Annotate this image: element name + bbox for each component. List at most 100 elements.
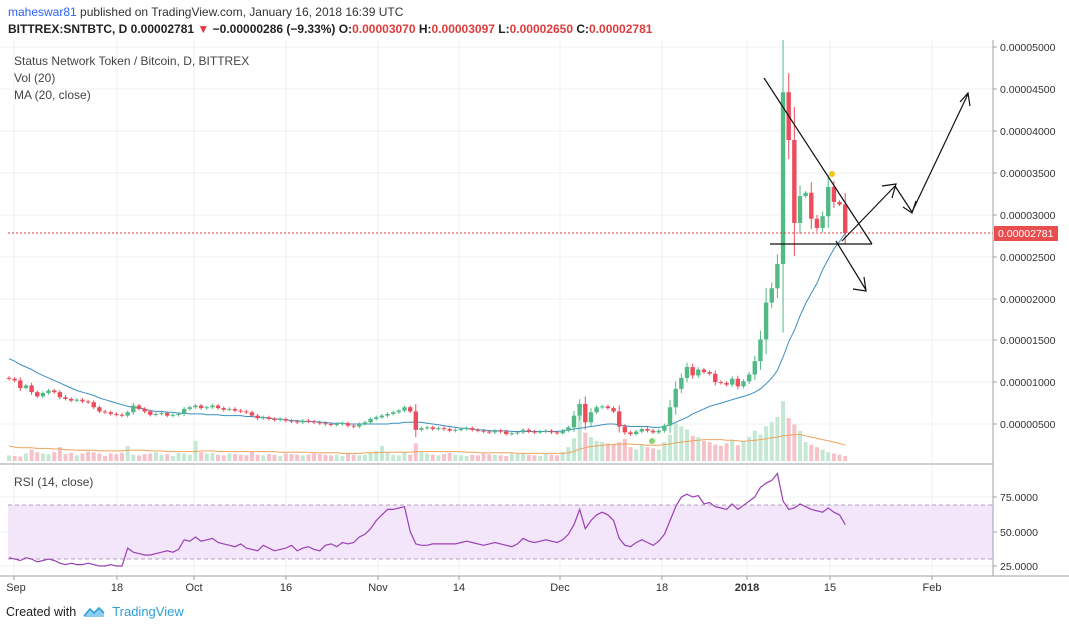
volume-bar [747,437,752,461]
volume-bar [803,442,808,461]
projection-up-path[interactable] [841,185,896,242]
volume-bar [210,452,215,461]
candle [272,417,277,422]
candle [12,377,17,383]
chart-title: Status Network Token / Bitcoin, D, BITTR… [14,54,249,68]
candle [402,405,407,413]
candle [102,409,108,414]
volume-bar [718,445,723,461]
candle [639,427,644,434]
volume-bar [23,453,28,461]
projection-arrow-1[interactable] [881,183,897,199]
candle [662,423,667,433]
footer: Created with TradingView [6,604,184,619]
projection-arrow-2[interactable] [902,200,917,214]
volume-bar [555,455,560,461]
price-tick-label: 0.00004000 [1000,126,1056,138]
volume-bar [764,426,769,461]
candle [571,410,577,433]
candle [684,362,690,383]
volume-bar [639,445,644,461]
volume-bar [617,442,622,461]
volume-bar [487,454,492,461]
time-axis[interactable]: Sep 18 Oct 16 Nov 14 Dec 18 2018 15 Feb [6,576,941,594]
candle [396,408,402,414]
candle [424,425,430,430]
candles [6,40,848,438]
candle [374,415,379,421]
candle [809,182,814,230]
projection-arrow-4[interactable] [852,276,867,292]
volume-bar [221,455,226,461]
time-tick-label: 14 [453,582,465,594]
price-axis[interactable]: 0.00000500 0.00001000 0.00001500 0.00002000… [993,42,1056,431]
volume-bar [125,445,130,461]
ohlc-high: H:0.00003097 [419,22,495,36]
volume-bar [187,454,192,461]
volume-bar [244,455,249,461]
volume-bar [430,454,435,461]
candle [504,429,509,436]
candle [136,403,142,411]
volume-bar [199,452,204,461]
candle [673,381,678,415]
candle [492,429,498,435]
drawings[interactable] [763,77,971,292]
ohlc-open: O:0.00003070 [339,22,416,36]
volume-bar [374,450,379,461]
triangle-upper-line[interactable] [763,77,873,245]
candle [80,398,85,404]
ma-legend: MA (20, close) [14,88,91,102]
volume-bar [69,452,74,461]
candle [131,402,136,415]
volume-bar [114,454,119,461]
time-tick-label: Dec [550,582,570,594]
volume-bar [12,455,17,461]
volume-bar [464,455,469,461]
candle [583,396,588,430]
candle [29,382,34,395]
projection-arrow-3[interactable] [959,91,971,107]
price-tick-label: 0.00004500 [1000,84,1056,96]
candle [23,383,29,390]
ohlc-low-value: 0.00002650 [509,22,574,36]
volume-bar [814,447,819,461]
ohlc-close-key: C: [576,22,590,36]
volume-bar [346,453,350,461]
candle [97,405,102,414]
rsi-axis[interactable]: 25.0000 50.0000 75.0000 [993,492,1038,573]
candle [441,426,447,431]
volume-bar [696,437,701,461]
author-link[interactable]: maheswar81 [8,5,77,19]
down-arrow-icon: ▼ [197,22,210,36]
candle [718,380,724,385]
candle [792,106,797,257]
price-chart[interactable]: 0.00000500 0.00001000 0.00001500 0.00002000… [0,40,1069,600]
candle [498,429,503,434]
candle [560,429,565,435]
price-tick-label: 0.00001500 [1000,335,1056,347]
volume-bar [685,429,689,461]
rsi-line [8,472,846,567]
volume-bar [7,455,11,461]
candle [249,410,255,418]
candle [464,426,469,431]
candle [323,421,328,426]
projection-down-path[interactable] [835,240,867,291]
volume-bar [600,442,605,461]
volume-bar [730,439,735,461]
candle [730,376,735,387]
volume-bar [668,434,673,461]
volume-bar [781,401,786,461]
volume-bar [408,454,413,461]
volume-bar [741,442,746,461]
candle [351,424,356,429]
tradingview-brand-link[interactable]: TradingView [112,604,184,619]
volume-bar [583,432,588,461]
volume-bar [425,453,430,461]
candle [345,421,351,428]
candle [622,424,628,435]
rsi-tick-label: 75.0000 [1000,492,1038,504]
candle [769,282,774,309]
volume-bar [261,455,266,461]
